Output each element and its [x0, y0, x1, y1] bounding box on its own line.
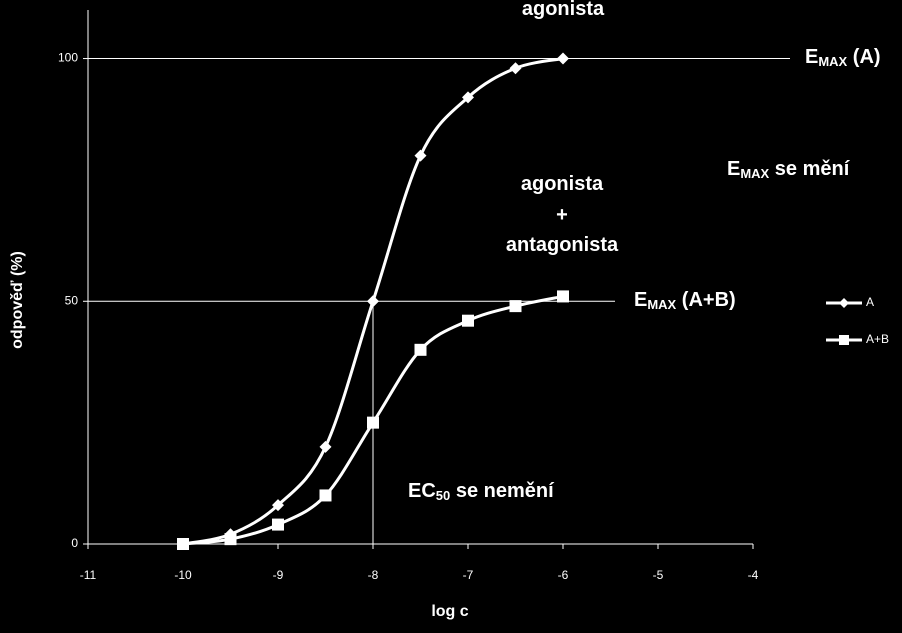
annotation: agonista [521, 173, 604, 195]
annotation-text: E [805, 46, 818, 68]
x-tick-label: -5 [653, 568, 664, 582]
annotation: EC50 se nemění [408, 480, 555, 503]
x-tick-label: -8 [368, 568, 379, 582]
marker [557, 52, 569, 65]
marker [177, 538, 189, 550]
marker [367, 416, 379, 429]
marker [462, 314, 474, 327]
x-tick-label: -11 [80, 568, 97, 582]
marker [462, 91, 474, 104]
x-tick-label: -7 [463, 568, 474, 582]
annotation: EMAX se mění [727, 158, 851, 181]
annotation-text: E [634, 289, 647, 311]
legend-marker [839, 298, 849, 308]
x-tick-label: -9 [273, 568, 284, 582]
y-tick-label: 50 [65, 293, 79, 307]
y-axis-label: odpověď (%) [9, 251, 26, 349]
x-tick-label: -6 [558, 568, 569, 582]
annotation-rest: se nemění [450, 480, 555, 502]
annotation: antagonista [506, 234, 619, 256]
marker [224, 533, 237, 546]
annotation: agonista [522, 0, 605, 20]
annotation-sub: 50 [436, 488, 450, 503]
marker [557, 290, 569, 303]
marker [272, 518, 284, 531]
x-tick-label: -10 [174, 568, 192, 582]
annotation-rest: se mění [769, 158, 850, 180]
annotation: EMAX (A+B) [634, 289, 736, 312]
y-tick-label: 100 [58, 51, 78, 65]
marker [319, 440, 332, 453]
marker [414, 149, 427, 162]
annotation: EMAX (A) [805, 46, 881, 69]
annotation-text: EC [408, 480, 436, 502]
marker [509, 300, 522, 313]
annotation-sub: MAX [647, 297, 676, 312]
annotation-text: E [727, 158, 740, 180]
annotation-text: agonista [522, 0, 605, 20]
annotation-rest: (A) [847, 46, 880, 68]
y-tick-label: 0 [71, 536, 78, 550]
marker [319, 489, 332, 502]
annotation-text: agonista [521, 173, 604, 195]
marker [414, 343, 427, 356]
x-tick-label: -4 [748, 568, 759, 582]
annotation-sub: MAX [818, 54, 847, 69]
annotation-text: antagonista [506, 234, 619, 256]
legend-marker [839, 335, 849, 345]
annotation: + [556, 204, 568, 226]
marker [367, 295, 379, 308]
x-axis-label: log c [431, 603, 468, 620]
annotation-rest: (A+B) [676, 289, 735, 311]
annotation-sub: MAX [740, 166, 769, 181]
legend-label: A+B [866, 332, 889, 346]
marker [509, 62, 522, 75]
legend-label: A [866, 295, 874, 309]
annotation-text: + [556, 204, 568, 226]
marker [272, 499, 284, 512]
